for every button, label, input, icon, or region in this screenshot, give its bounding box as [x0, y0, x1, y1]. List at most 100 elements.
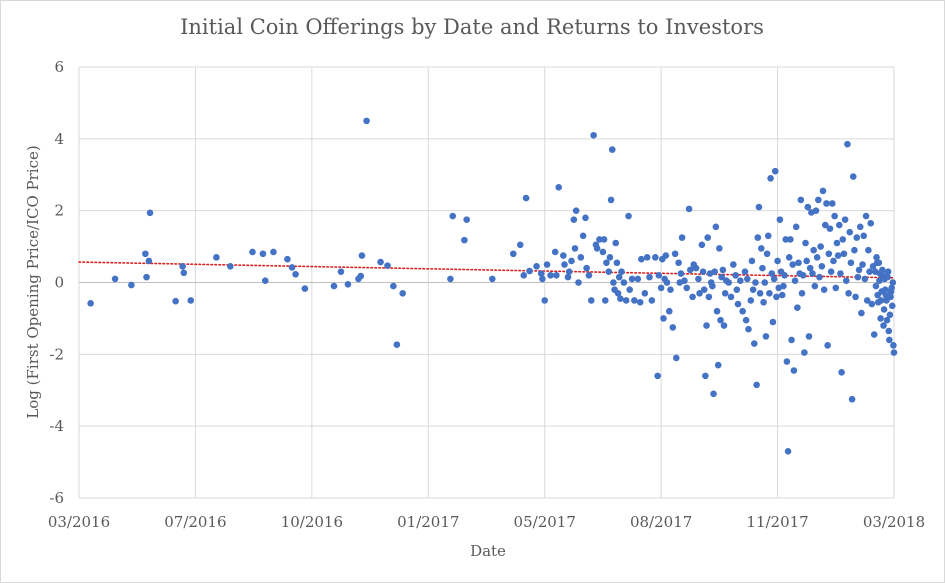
- data-point: [812, 207, 820, 214]
- data-point: [719, 266, 727, 274]
- data-point: [603, 259, 610, 267]
- data-point: [698, 241, 706, 249]
- data-point: [721, 289, 729, 297]
- data-point: [678, 234, 686, 241]
- data-point: [146, 209, 154, 217]
- data-point: [384, 262, 391, 269]
- data-point: [622, 297, 630, 304]
- y-tick-label: 0: [54, 274, 64, 292]
- data-point: [399, 289, 406, 297]
- data-point: [638, 255, 645, 263]
- data-point: [681, 277, 688, 285]
- data-point: [762, 333, 770, 340]
- data-point: [227, 263, 234, 270]
- data-point: [702, 372, 709, 380]
- data-point: [759, 264, 766, 272]
- data-point: [270, 248, 277, 256]
- data-point: [756, 289, 764, 297]
- data-point: [555, 184, 562, 191]
- data-point: [685, 205, 693, 213]
- y-tick-label: 6: [54, 58, 64, 76]
- data-point: [716, 245, 723, 252]
- data-point: [703, 322, 710, 329]
- data-point: [849, 173, 857, 180]
- data-point: [677, 270, 685, 277]
- data-point: [712, 223, 720, 231]
- data-point: [834, 252, 842, 259]
- data-point: [741, 268, 749, 276]
- data-point: [824, 342, 831, 349]
- data-point: [725, 279, 732, 286]
- x-tick-label: 03/2016: [48, 513, 110, 531]
- data-point: [665, 307, 673, 315]
- data-point: [766, 289, 773, 297]
- data-point: [742, 316, 750, 324]
- data-point: [752, 279, 759, 286]
- data-point: [461, 236, 468, 244]
- data-point: [648, 297, 656, 304]
- data-point: [805, 333, 813, 340]
- x-tick-label: 10/2016: [281, 513, 343, 531]
- data-point: [288, 264, 296, 271]
- data-point: [551, 248, 559, 256]
- data-point: [695, 275, 702, 283]
- data-point: [889, 279, 897, 286]
- data-point: [615, 273, 623, 281]
- data-point: [539, 275, 546, 283]
- data-point: [884, 268, 892, 276]
- data-point: [795, 259, 802, 267]
- data-point: [859, 261, 866, 268]
- data-point: [763, 250, 771, 258]
- data-point: [877, 315, 884, 322]
- data-point: [734, 300, 742, 308]
- data-point: [608, 146, 616, 153]
- data-point: [776, 216, 784, 223]
- data-point: [727, 293, 735, 301]
- data-point: [860, 232, 868, 240]
- y-tick-label: 4: [54, 130, 64, 148]
- data-point: [87, 300, 94, 307]
- data-point: [840, 250, 848, 258]
- data-point: [565, 268, 573, 276]
- x-tick-label: 08/2017: [630, 513, 692, 531]
- data-point: [571, 245, 579, 252]
- data-point: [890, 349, 898, 356]
- data-point: [613, 259, 621, 267]
- data-point: [809, 270, 816, 277]
- data-point: [618, 268, 625, 276]
- data-point: [652, 254, 659, 261]
- data-point: [669, 324, 677, 331]
- data-point: [879, 266, 886, 274]
- data-point: [885, 327, 893, 335]
- data-point: [447, 275, 454, 283]
- data-point: [620, 279, 628, 286]
- data-point: [888, 302, 896, 310]
- data-point: [522, 194, 530, 202]
- data-point: [789, 261, 797, 268]
- data-point: [610, 279, 617, 286]
- data-point: [713, 307, 721, 315]
- data-point: [605, 268, 613, 276]
- data-point: [790, 367, 798, 374]
- data-point: [636, 298, 644, 306]
- data-point: [748, 257, 756, 265]
- data-point: [835, 221, 843, 229]
- data-point: [823, 200, 830, 207]
- data-point: [787, 236, 794, 243]
- data-point: [783, 358, 791, 365]
- data-point: [764, 232, 772, 240]
- data-point: [799, 272, 807, 279]
- y-tick-label: -2: [49, 345, 64, 363]
- data-point: [813, 254, 821, 261]
- data-point: [863, 297, 871, 304]
- data-point: [878, 288, 886, 295]
- data-point: [692, 264, 700, 272]
- data-point: [634, 275, 642, 283]
- y-tick-label: -4: [49, 417, 64, 435]
- data-point: [755, 203, 763, 211]
- data-point: [213, 254, 220, 261]
- data-point: [886, 336, 893, 344]
- data-point: [710, 390, 717, 398]
- data-point: [767, 175, 774, 182]
- data-point: [873, 254, 880, 261]
